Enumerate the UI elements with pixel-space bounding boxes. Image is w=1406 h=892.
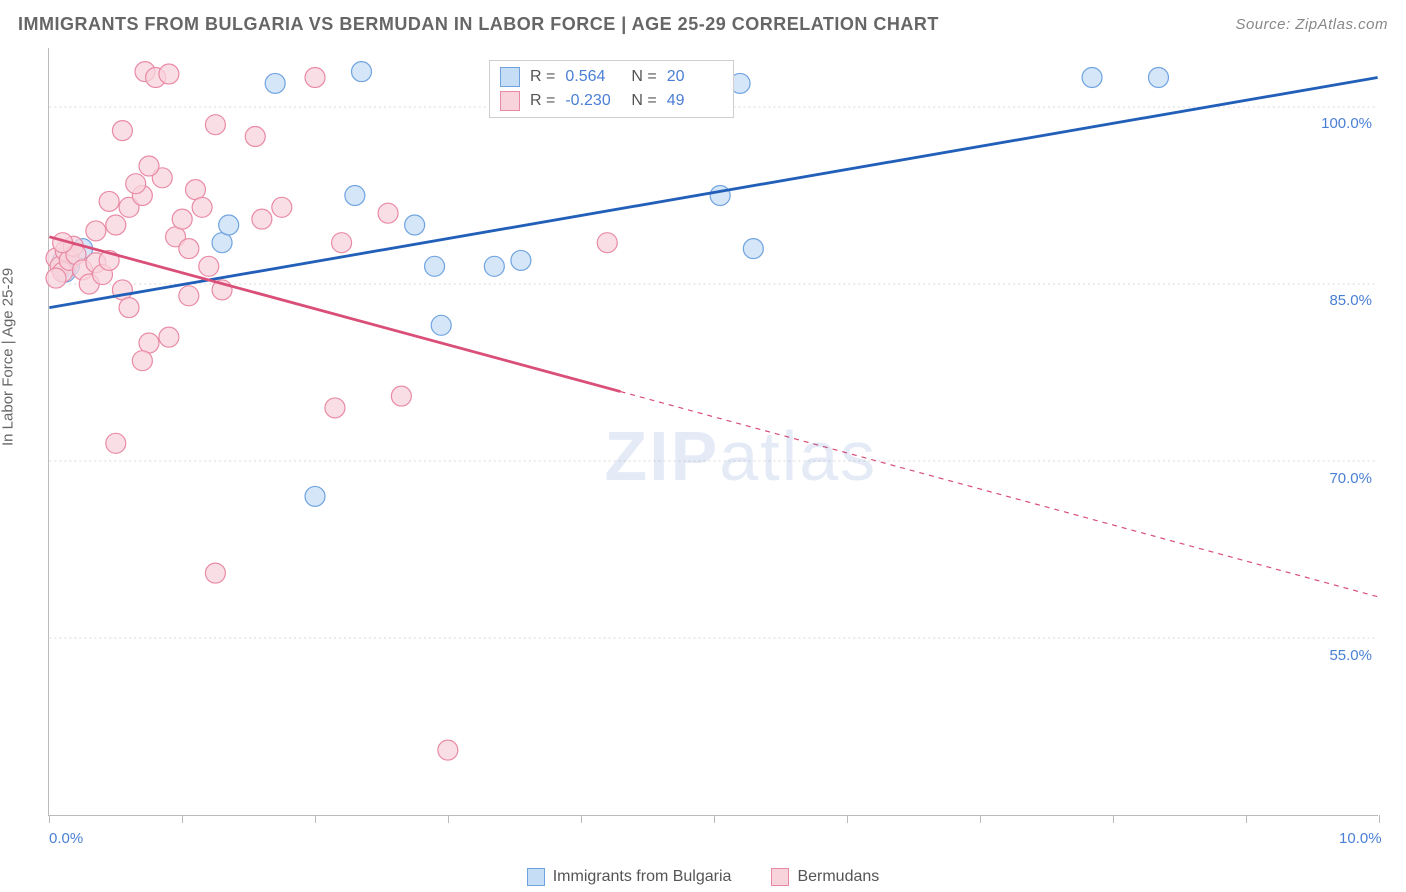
- correlation-legend-box: R = 0.564 N = 20 R = -0.230 N = 49: [489, 60, 734, 118]
- y-tick-label: 100.0%: [1321, 115, 1372, 132]
- r-value: -0.230: [565, 92, 621, 110]
- chart-title: IMMIGRANTS FROM BULGARIA VS BERMUDAN IN …: [18, 14, 939, 35]
- n-label: N =: [631, 92, 656, 110]
- legend-label: Immigrants from Bulgaria: [553, 868, 732, 886]
- x-tick-label: 10.0%: [1339, 830, 1382, 847]
- y-tick-label: 70.0%: [1329, 470, 1372, 487]
- x-tick-label: 0.0%: [49, 830, 83, 847]
- r-value: 0.564: [565, 68, 621, 86]
- plot-svg: [49, 48, 1378, 815]
- y-tick-label: 55.0%: [1329, 647, 1372, 664]
- title-bar: IMMIGRANTS FROM BULGARIA VS BERMUDAN IN …: [18, 14, 1388, 35]
- y-tick-label: 85.0%: [1329, 292, 1372, 309]
- series-legend: Immigrants from Bulgaria Bermudans: [0, 868, 1406, 886]
- legend-item: Immigrants from Bulgaria: [527, 868, 732, 886]
- n-value: 20: [667, 68, 723, 86]
- legend-label: Bermudans: [797, 868, 879, 886]
- y-axis-label: In Labor Force | Age 25-29: [0, 268, 17, 446]
- r-label: R =: [530, 68, 555, 86]
- legend-swatch: [527, 868, 545, 886]
- r-label: R =: [530, 92, 555, 110]
- legend-item: Bermudans: [771, 868, 879, 886]
- chart-plot-area: ZIPatlas R =0.564N =20R =-0.230N =49 55.…: [48, 48, 1378, 816]
- n-value: 49: [667, 92, 723, 110]
- legend-swatch: [500, 91, 520, 111]
- correlation-legend-row: R = 0.564 N = 20: [500, 65, 723, 89]
- n-label: N =: [631, 68, 656, 86]
- legend-swatch: [500, 67, 520, 87]
- legend-swatch: [771, 868, 789, 886]
- correlation-legend-row: R = -0.230 N = 49: [500, 89, 723, 113]
- source-label: Source: ZipAtlas.com: [1235, 16, 1388, 33]
